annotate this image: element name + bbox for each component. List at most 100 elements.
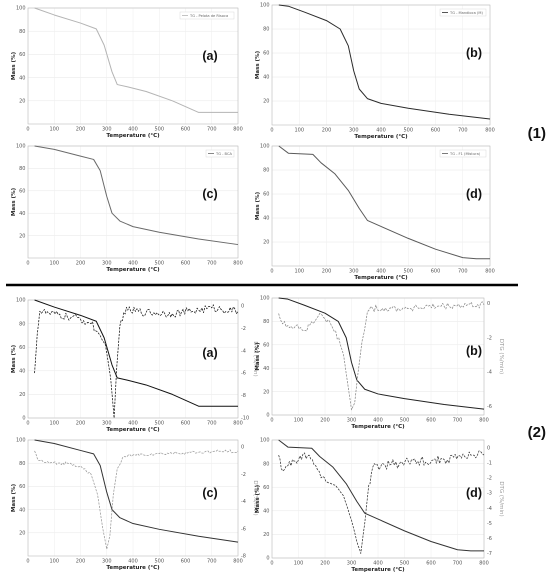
x-tick-label: 600 (431, 128, 441, 134)
x-tick-label: 200 (320, 561, 330, 567)
y2-tick-label: 0 (241, 445, 244, 451)
y-tick-label: 40 (19, 507, 25, 513)
x-tick-label: 100 (294, 418, 304, 424)
x-tick-label: 400 (128, 261, 138, 267)
plot-frame (27, 7, 239, 125)
y2-tick-label: -7 (487, 551, 492, 557)
x-tick-label: 800 (485, 269, 495, 275)
y-tick-label: 100 (16, 144, 26, 150)
chart-panel: 0 100 200 300 400 500 600 700 800 20 40 60 80 100 Temp… (11, 144, 243, 273)
x-tick-label: 600 (431, 269, 441, 275)
x-tick-label: 500 (154, 127, 164, 133)
y2-tick-label: -6 (241, 526, 246, 532)
y-tick-label: 100 (260, 144, 270, 150)
x-axis-title: Temperature (°C) (351, 567, 405, 573)
x-tick-label: 300 (347, 418, 357, 424)
x-tick-label: 0 (270, 269, 273, 275)
x-tick-label: 400 (373, 418, 383, 424)
chart-panel: 0 100 200 300 400 500 600 700 800 0 20 40 60 80 100 0 -2… (255, 296, 504, 430)
x-tick-label: 200 (76, 421, 86, 427)
x-tick-label: 800 (485, 128, 495, 134)
legend-box (179, 11, 235, 20)
legend-label: TG - Mandioca (M) (449, 11, 483, 15)
x-tick-label: 600 (181, 261, 191, 267)
y2-tick-label: -8 (241, 554, 246, 560)
x-tick-label: 700 (453, 418, 463, 424)
x-tick-label: 700 (458, 128, 468, 134)
y2-tick-label: -8 (241, 393, 246, 399)
plot-frame (271, 439, 485, 559)
y-tick-label: 60 (19, 189, 25, 195)
y-axis-title: Mass (%) (11, 344, 17, 373)
y-tick-label: 80 (19, 29, 25, 35)
x-tick-label: 700 (453, 561, 463, 567)
x-tick-label: 700 (207, 127, 217, 133)
y-axis-title: Mass (%) (11, 483, 17, 512)
y-axis-title: Mass (%) (255, 484, 261, 513)
y2-tick-label: -2 (241, 326, 246, 332)
panel-label: (c) (202, 187, 217, 201)
legend-box (439, 8, 487, 17)
dtg-series-line (34, 449, 239, 550)
x-tick-label: 300 (102, 127, 112, 133)
y-tick-label: 60 (19, 52, 25, 58)
x-tick-label: 100 (294, 128, 304, 134)
x-tick-label: 600 (426, 418, 436, 424)
y2-axis-title: DTG (%/min) (498, 481, 504, 516)
x-tick-label: 300 (102, 559, 112, 565)
legend-label: TG - Pelota de Risoca (189, 14, 228, 18)
tg-series-line (278, 145, 490, 260)
x-tick-label: 500 (154, 421, 164, 427)
y-tick-label: 80 (263, 27, 269, 33)
y-tick-label: 20 (263, 240, 269, 246)
x-axis-title: Temperature (°C) (106, 565, 160, 571)
x-tick-label: 300 (102, 421, 112, 427)
x-axis-title: Temperature (°C) (106, 427, 160, 433)
y-tick-label: 0 (266, 413, 269, 419)
y-tick-label: 20 (19, 233, 25, 239)
x-tick-label: 100 (49, 421, 59, 427)
x-tick-label: 500 (154, 559, 164, 565)
y-axis-title: Mass (%) (11, 187, 17, 216)
dtg-series-line (278, 301, 485, 411)
x-tick-label: 500 (403, 269, 413, 275)
tg-series-line (278, 297, 485, 410)
x-tick-label: 800 (233, 127, 243, 133)
plot-frame (27, 145, 239, 259)
y-tick-label: 20 (263, 99, 269, 105)
x-tick-label: 600 (181, 421, 191, 427)
x-tick-label: 800 (479, 418, 489, 424)
x-tick-label: 300 (349, 269, 359, 275)
y2-tick-label: -5 (487, 521, 492, 527)
x-tick-label: 600 (426, 561, 436, 567)
x-tick-label: 400 (128, 127, 138, 133)
group-label-1: (1) (528, 125, 546, 142)
x-tick-label: 600 (181, 127, 191, 133)
x-tick-label: 0 (26, 127, 29, 133)
panel-label: (b) (466, 46, 482, 60)
legend-box (439, 149, 487, 158)
x-axis-title: Temperature (°C) (354, 275, 408, 281)
plot-frame (27, 299, 239, 419)
x-tick-label: 100 (49, 261, 59, 267)
x-tick-label: 200 (76, 127, 86, 133)
x-tick-label: 400 (128, 421, 138, 427)
panel-label: (c) (202, 486, 217, 500)
y2-tick-label: -6 (487, 404, 492, 410)
y-tick-label: 100 (16, 438, 26, 444)
x-tick-label: 500 (403, 128, 413, 134)
x-tick-label: 0 (270, 128, 273, 134)
tg-series-line (34, 299, 238, 407)
y-axis-title: Mass (%) (255, 191, 261, 220)
x-tick-label: 700 (207, 559, 217, 565)
y-tick-label: 80 (19, 461, 25, 467)
y-tick-label: 20 (19, 99, 25, 105)
y-tick-label: 40 (19, 369, 25, 375)
x-tick-label: 400 (128, 559, 138, 565)
y-tick-label: 100 (260, 438, 270, 444)
plot-frame (271, 297, 485, 416)
x-tick-label: 0 (26, 559, 29, 565)
y2-tick-label: 0 (487, 301, 490, 307)
x-tick-label: 500 (400, 418, 410, 424)
chart-panel: 0 100 200 300 400 500 600 700 800 20 40 60 80 100 Temp… (255, 144, 495, 281)
